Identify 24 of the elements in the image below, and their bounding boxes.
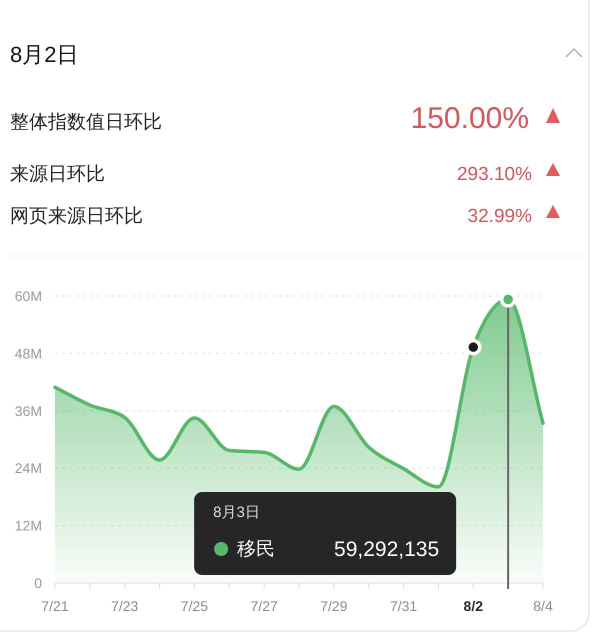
y-tick-label: 24M	[14, 460, 42, 476]
text: 293.10%	[456, 164, 532, 185]
y-tick-label: 0	[34, 575, 42, 591]
text: 网页来源日环比	[10, 206, 143, 227]
legend-label: 移民	[237, 539, 276, 560]
x-tick-label: 8/2	[464, 598, 484, 614]
text: 整体指数值日环比	[10, 112, 162, 133]
x-tick-label: 7/23	[111, 598, 139, 614]
x-tick-label: 7/31	[390, 598, 418, 614]
y-tick-label: 36M	[14, 402, 42, 419]
text: 8月2日	[10, 42, 78, 67]
y-tick-label: 12M	[14, 518, 42, 534]
x-tick-label: 7/27	[250, 598, 278, 614]
y-tick-label: 48M	[14, 345, 42, 362]
text: 来源日环比	[10, 164, 105, 185]
x-tick-label: 8/4	[533, 598, 553, 614]
y-tick-label: 60M	[14, 288, 42, 304]
x-tick-label: 7/21	[41, 598, 69, 614]
x-tick-label: 7/29	[320, 598, 348, 614]
annotation: 8月3日	[213, 504, 260, 521]
x-tick-label: 7/25	[180, 598, 208, 614]
annotation: 59,292,135	[334, 538, 440, 561]
text: 150.00%	[410, 102, 529, 135]
text: 32.99%	[468, 206, 532, 227]
